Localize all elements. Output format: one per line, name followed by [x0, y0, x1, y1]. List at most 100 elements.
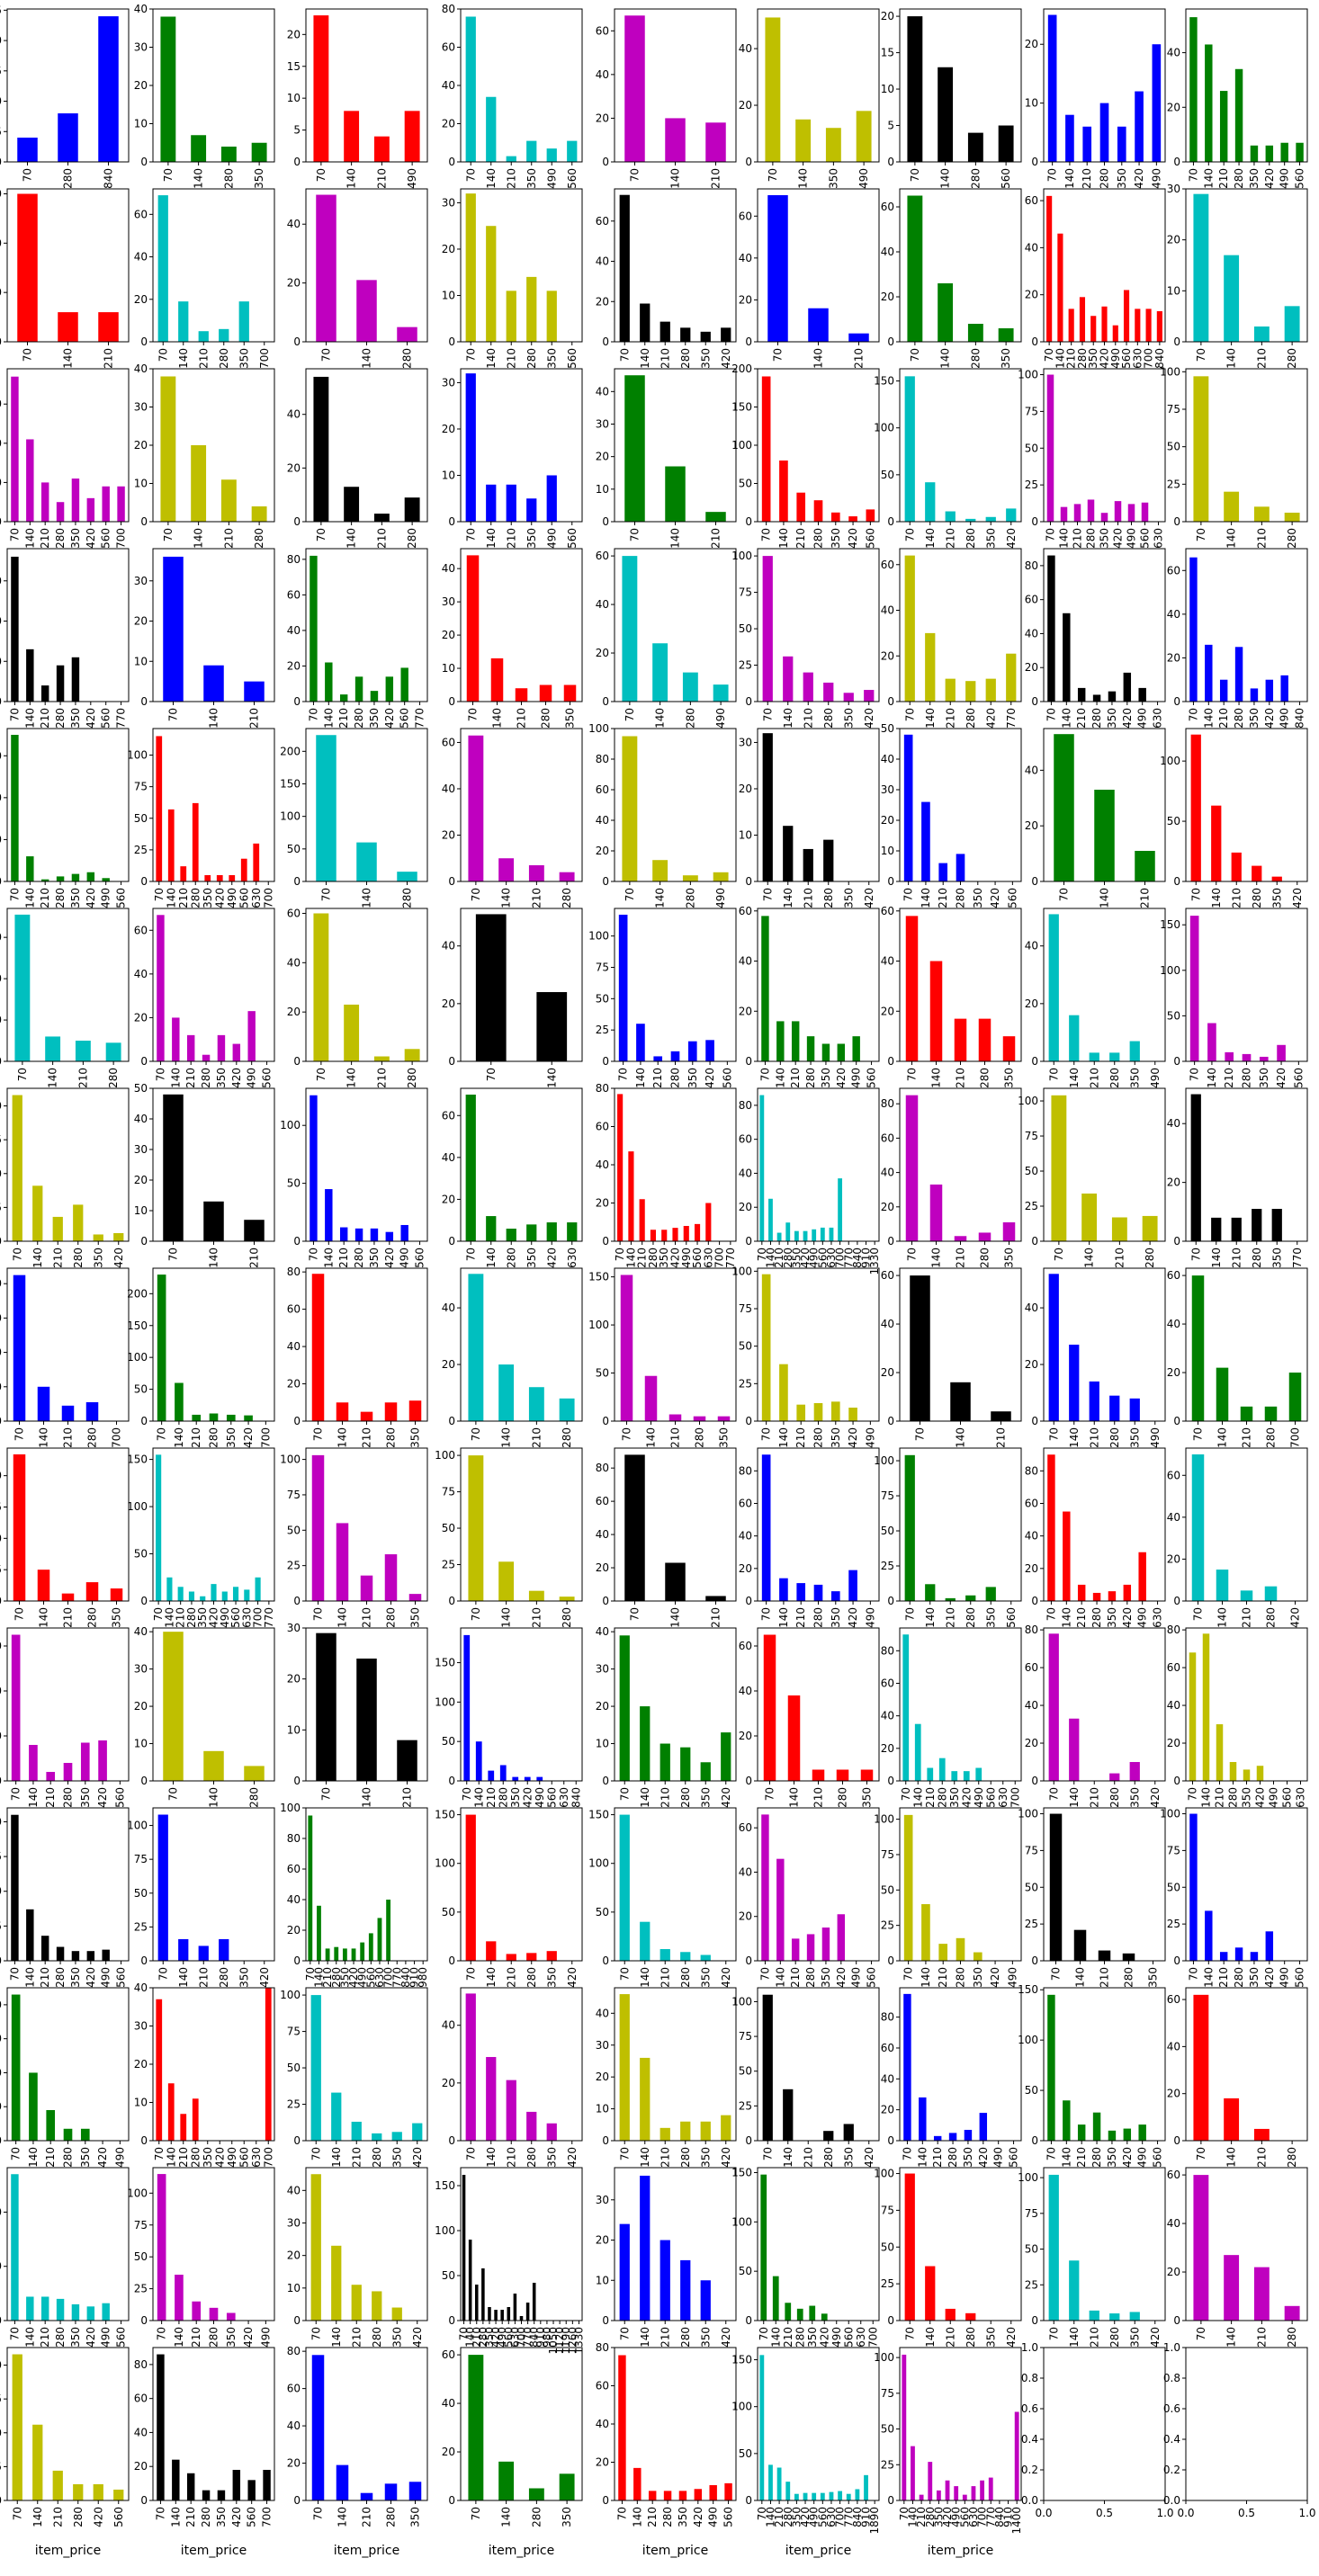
bar [640, 2175, 651, 2321]
bar [938, 1758, 946, 1781]
x-tick-label: 140 [322, 708, 335, 729]
x-tick-label: 70 [320, 348, 333, 362]
y-tick-label: 80 [596, 2341, 609, 2354]
axes-frame [1043, 1807, 1166, 1962]
y-tick-label: 30 [134, 575, 148, 587]
x-tick-label: 420 [1121, 1607, 1134, 1628]
x-tick-label: 420 [230, 2507, 243, 2527]
y-tick-label: 0 [0, 515, 2, 528]
axes-frame [6, 1087, 130, 1242]
x-tick-label: 140 [361, 1787, 373, 1808]
bar [776, 1858, 785, 1961]
x-tick-label: 140 [491, 708, 504, 729]
x-tick-label: 280 [679, 2147, 692, 2168]
bar [978, 1232, 991, 1241]
axes-frame [152, 1447, 275, 1602]
x-tick-label: 700 [262, 888, 274, 908]
bar [17, 138, 38, 162]
x-tick-label: 770 [263, 1607, 275, 1628]
x-tick-label: 210 [190, 2327, 202, 2348]
x-tick-label: 280 [1265, 1607, 1278, 1628]
x-tick-label: 630 [373, 1967, 386, 1988]
x-tick-label: 210 [1255, 528, 1268, 549]
x-tick-label: 210 [1088, 1787, 1100, 1808]
y-tick-label: 0 [140, 2494, 148, 2507]
bar [163, 1632, 184, 1781]
bar [56, 502, 65, 522]
y-tick-label: 150 [588, 1809, 609, 1821]
x-tick-label: 70 [906, 1248, 919, 1261]
x-tick-label: 420 [835, 1967, 848, 1988]
bar [465, 1094, 476, 1241]
y-tick-label: 60 [1025, 194, 1038, 207]
bar [498, 858, 515, 881]
x-tick-label: 350 [984, 528, 997, 549]
x-tick-label: 140 [336, 1607, 349, 1628]
y-tick-label: 40 [442, 1301, 455, 1314]
y-tick-label: 75 [134, 781, 148, 793]
x-tick-label: 420 [1275, 1068, 1288, 1088]
bar [761, 916, 769, 1061]
x-tick-label: 420 [85, 708, 97, 729]
bar [86, 2306, 95, 2321]
axes-frame [152, 368, 275, 523]
x-tick-label: 210 [773, 2507, 785, 2527]
x-tick-label: 420 [1121, 708, 1134, 729]
bar [200, 1596, 206, 1601]
x-tick-label: 280 [1233, 1967, 1245, 1988]
x-tick-label: 70 [1046, 168, 1059, 182]
x-tick-label: 350 [561, 2507, 573, 2527]
y-tick-label: 10 [134, 118, 148, 130]
bar [1048, 2174, 1059, 2321]
x-tick-label: 210 [931, 2147, 944, 2168]
y-tick-label: 50 [0, 1885, 2, 1898]
bar [1123, 2128, 1132, 2141]
x-tick-label: 280 [812, 528, 825, 549]
bar [985, 678, 996, 702]
x-tick-label: 560 [238, 2147, 250, 2168]
y-tick-label: 0 [1031, 1595, 1038, 1607]
x-tick-label: 490 [406, 168, 418, 189]
bar [1006, 508, 1017, 522]
y-tick-label: 0.6 [1021, 2402, 1038, 2415]
y-tick-label: 25 [134, 1920, 148, 1933]
y-tick-label: 0 [602, 1415, 609, 1427]
bar [172, 2459, 180, 2500]
x-tick-label: 210 [789, 1068, 802, 1088]
x-tick-label: 70 [8, 2327, 21, 2340]
x-tick-label: 420 [383, 1248, 396, 1268]
bar [1014, 2411, 1019, 2500]
y-tick-label: 0 [602, 515, 609, 528]
x-tick-label: 280 [1090, 1607, 1103, 1628]
y-tick-label: 0 [887, 2494, 894, 2507]
y-tick-label: 25 [881, 2458, 894, 2471]
y-tick-label: 25 [881, 1919, 894, 1932]
x-tick-label: 210 [636, 1248, 649, 1268]
y-tick-label: 75 [0, 2393, 2, 2405]
bar [412, 2123, 423, 2141]
axes-frame [899, 548, 1022, 702]
x-tick-label: 210 [39, 888, 51, 908]
x-tick-label: 420 [977, 2147, 990, 2168]
bar [776, 1232, 782, 1241]
x-tick-label: 280 [822, 888, 835, 908]
y-tick-label: 40 [1025, 627, 1038, 640]
x-tick-label: 350 [1270, 888, 1283, 908]
bar [372, 2291, 382, 2321]
x-tick-label: 350 [409, 1607, 422, 1628]
bar [672, 1228, 678, 1241]
bar [965, 1595, 976, 1601]
x-tick-label: 280 [371, 2327, 383, 2348]
y-tick-label: 25 [287, 1560, 301, 1572]
y-tick-label: 0 [140, 1954, 148, 1967]
x-tick-label: 490 [545, 168, 558, 189]
bar [40, 1936, 49, 1961]
x-tick-label: 210 [516, 708, 528, 729]
bar [506, 1229, 516, 1241]
